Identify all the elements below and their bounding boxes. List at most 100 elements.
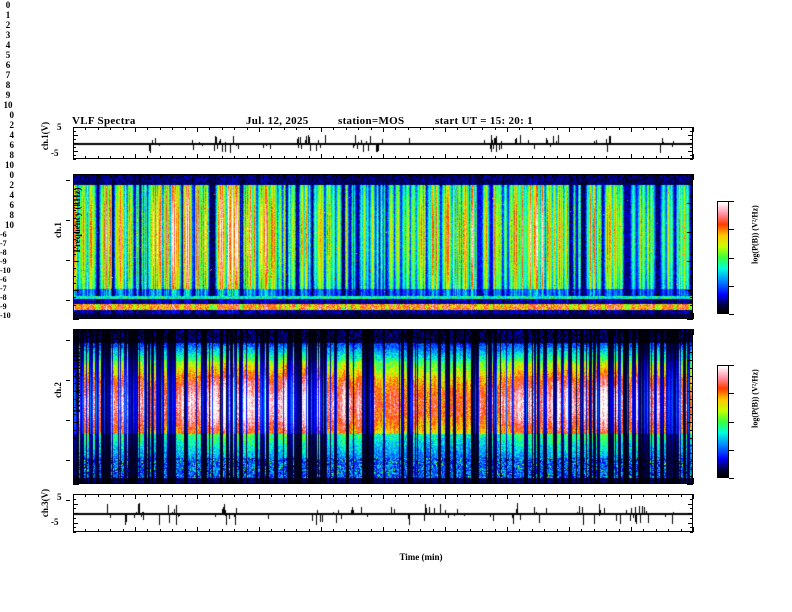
ch1w-ytick <box>73 143 78 144</box>
xtick-major <box>308 156 310 159</box>
xtick-major <box>482 529 484 532</box>
ch3w-ytick <box>73 508 76 510</box>
ch1-ytick-label-3: 6 <box>9 140 15 150</box>
outer-ruler-tick <box>66 300 70 301</box>
ch1-waveform-panel <box>73 127 693 159</box>
ch1-ytick <box>73 304 76 306</box>
xtick-major <box>531 329 533 332</box>
xtick-major <box>556 156 558 159</box>
xtick-major <box>122 174 124 177</box>
xtick-major <box>507 478 508 484</box>
xtick-major <box>395 174 397 177</box>
ch2-ytick-label-1: 2 <box>9 180 15 190</box>
ch1-ytick <box>690 311 693 313</box>
xtick-major <box>655 329 657 332</box>
ch3w-ytick <box>690 508 693 510</box>
xtick-major <box>271 316 273 319</box>
xtick-major <box>135 527 136 532</box>
xtick-major <box>135 329 136 335</box>
xtick-major <box>507 154 508 159</box>
xtick-major <box>246 316 248 319</box>
ch2-ytick <box>73 414 76 416</box>
xtick-major <box>445 174 446 180</box>
xtick-major <box>680 494 682 497</box>
xtick-major <box>383 527 384 532</box>
xtick-major <box>345 316 347 319</box>
xtick-major <box>680 481 682 484</box>
xtick-major <box>308 316 310 319</box>
xtick-major <box>259 127 260 132</box>
outer-ruler-tick <box>66 380 70 381</box>
xtick-major <box>97 529 99 532</box>
xtick-major <box>370 329 372 332</box>
xtick-major <box>234 481 236 484</box>
x-tick-label-2: 2 <box>5 20 11 30</box>
xtick-major <box>668 174 670 177</box>
xtick-major <box>420 329 422 332</box>
ch1-ytick <box>73 232 79 233</box>
xtick-major <box>97 174 99 177</box>
xtick-major <box>259 478 260 484</box>
xtick-major <box>73 127 74 132</box>
xtick-major <box>271 127 273 130</box>
xtick-major <box>184 316 186 319</box>
xtick-major <box>445 329 446 335</box>
xtick-major <box>420 127 422 130</box>
xtick-major <box>693 127 694 132</box>
ch3w-ytick <box>73 503 78 505</box>
xtick-major <box>85 329 87 332</box>
xtick-major <box>234 494 236 497</box>
xtick-major <box>259 313 260 319</box>
xtick-major <box>494 174 496 177</box>
xtick-major <box>631 527 632 532</box>
colorbar-tick <box>729 478 734 479</box>
colorbar-tick <box>729 201 734 202</box>
xtick-major <box>631 478 632 484</box>
xtick-major <box>457 494 459 497</box>
xtick-major <box>97 494 99 497</box>
xtick-major <box>321 527 322 532</box>
xtick-major <box>593 481 595 484</box>
colorbar-tick-label-1: -7 <box>0 284 7 293</box>
ch1w-ytick <box>688 143 693 144</box>
xtick-major <box>221 174 223 177</box>
xtick-major <box>110 316 112 319</box>
ch2-ytick <box>73 422 79 423</box>
ch1-ytick <box>690 253 693 255</box>
ch1-ytick <box>73 239 76 241</box>
xtick-major <box>135 313 136 319</box>
xtick-major <box>358 127 360 130</box>
xtick-major <box>655 127 657 130</box>
xtick-major <box>358 316 360 319</box>
xtick-major <box>110 481 112 484</box>
ch1-ytick <box>73 253 76 255</box>
xtick-major <box>432 481 434 484</box>
xtick-major <box>606 329 608 332</box>
xtick-major <box>494 481 496 484</box>
ch2-ytick <box>690 398 693 400</box>
ch1w-ytick <box>73 131 76 132</box>
xtick-major <box>147 316 149 319</box>
ch2-ytick <box>690 406 693 408</box>
xtick-major <box>370 316 372 319</box>
xtick-major <box>221 316 223 319</box>
ch2-ytick <box>73 445 76 447</box>
x-tick-label-1: 1 <box>5 10 11 20</box>
ch1w-ytick <box>73 127 76 128</box>
xtick-major <box>482 316 484 319</box>
xtick-major <box>507 527 508 532</box>
xtick-major <box>234 529 236 532</box>
xtick-major <box>693 154 694 159</box>
xtick-major <box>420 529 422 532</box>
xtick-major <box>333 127 335 130</box>
ch3w-ytick <box>73 513 78 514</box>
ch2-ytick <box>73 344 76 346</box>
xtick-major <box>395 481 397 484</box>
colorbar-tick-label-0: -6 <box>0 230 7 239</box>
xtick-major <box>308 329 310 332</box>
outer-ruler-tick <box>66 420 70 421</box>
xtick-major <box>482 329 484 332</box>
xtick-major <box>544 494 546 497</box>
xtick-major <box>370 494 372 497</box>
xtick-major <box>370 174 372 177</box>
